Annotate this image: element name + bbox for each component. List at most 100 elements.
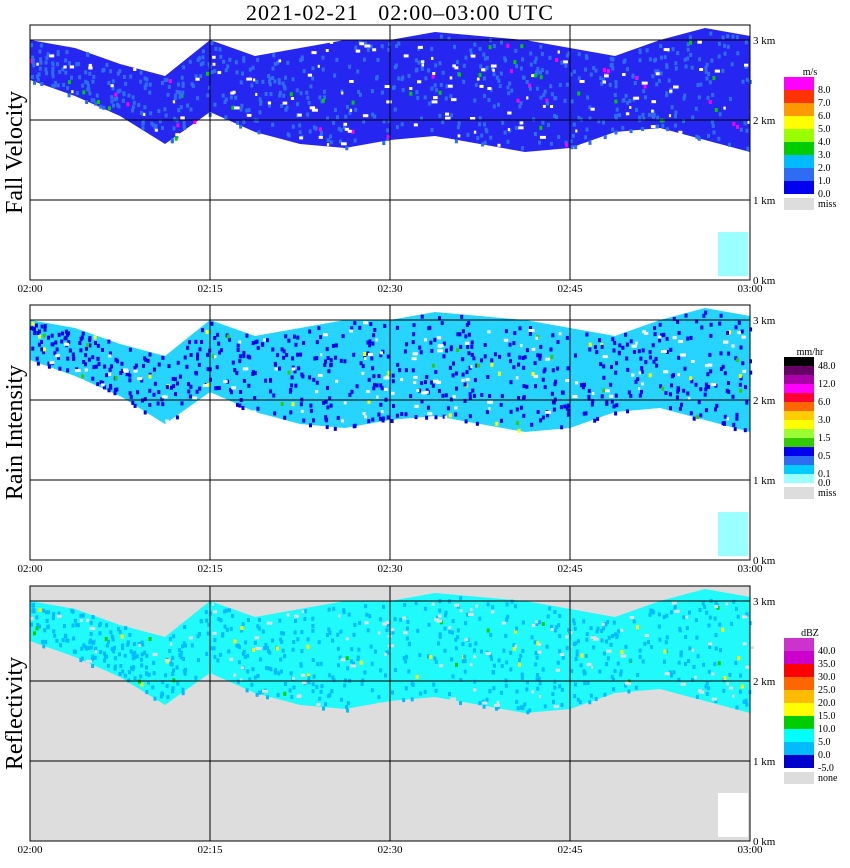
- echo-gap: [568, 603, 575, 607]
- echo-cell: [172, 384, 176, 389]
- echo-cell: [315, 380, 319, 385]
- echo-cell: [734, 606, 738, 611]
- echo-cell: [67, 93, 71, 98]
- echo-cell: [467, 351, 471, 356]
- echo-gap: [572, 395, 578, 398]
- echo-gap: [490, 64, 497, 68]
- echo-cell: [677, 355, 681, 360]
- echo-cell: [573, 626, 577, 631]
- echo-gap: [496, 701, 500, 705]
- echo-cell: [482, 76, 486, 81]
- legend-label: 7.0: [818, 98, 831, 109]
- legend-unit: dBZ: [801, 628, 819, 639]
- echo-cell: [55, 347, 59, 352]
- echo-cell: [90, 657, 94, 662]
- echo-cell: [464, 55, 468, 60]
- echo-cell: [41, 639, 45, 644]
- echo-cell: [558, 684, 562, 689]
- echo-cell: [278, 90, 282, 95]
- echo-cell: [313, 356, 317, 361]
- echo-cell: [61, 67, 65, 72]
- echo-cell: [509, 359, 512, 364]
- echo-cell: [730, 62, 734, 67]
- echo-cell: [618, 343, 622, 348]
- echo-cell: [709, 31, 713, 36]
- echo-cell: [708, 615, 712, 620]
- echo-cell: [444, 393, 448, 398]
- echo-cell: [346, 666, 350, 671]
- echo-cell: [599, 76, 603, 81]
- echo-cell: [308, 329, 312, 334]
- echo-cell: [538, 356, 542, 361]
- echo-cell: [442, 341, 446, 346]
- echo-cell: [30, 75, 34, 79]
- echo-cell: [137, 103, 141, 108]
- echo-gap: [57, 137, 61, 140]
- echo-cell: [261, 79, 265, 84]
- echo-cell: [90, 98, 94, 103]
- echo-cell: [612, 687, 616, 692]
- echo-cell: [385, 628, 389, 633]
- echo-cell: [699, 387, 703, 392]
- echo-cell: [38, 66, 42, 71]
- echo-gap: [633, 417, 638, 421]
- echo-cell: [152, 660, 156, 665]
- echo-cell: [404, 686, 408, 691]
- echo-cell: [688, 646, 692, 651]
- echo-cell: [628, 658, 632, 663]
- y-tick-label: 3 km: [753, 596, 776, 608]
- echo-cell: [641, 659, 645, 664]
- echo-cell: [529, 62, 533, 67]
- echo-cell: [213, 336, 217, 340]
- echo-gap: [403, 54, 409, 58]
- echo-cell: [196, 57, 200, 62]
- echo-cell: [38, 329, 41, 334]
- echo-cell: [43, 327, 47, 332]
- echo-gap: [239, 678, 243, 682]
- echo-cell: [75, 623, 79, 627]
- echo-cell: [600, 81, 604, 86]
- echo-gap: [416, 389, 420, 392]
- echo-cell: [669, 347, 673, 352]
- echo-cell: [707, 72, 711, 76]
- echo-cell: [581, 385, 585, 390]
- echo-cell: [644, 360, 648, 365]
- echo-cell: [315, 356, 319, 361]
- echo-cell: [119, 371, 123, 375]
- echo-gap: [535, 620, 538, 624]
- echo-cell: [79, 613, 83, 618]
- echo-cell: [347, 612, 351, 617]
- legend-swatch: [784, 438, 814, 447]
- echo-cell: [661, 386, 665, 391]
- echo-cell: [218, 47, 222, 52]
- echo-gap: [98, 688, 102, 692]
- echo-cell: [281, 648, 285, 653]
- echo-gap: [169, 642, 173, 646]
- echo-cell: [113, 664, 117, 669]
- echo-cell: [475, 363, 479, 368]
- echo-cell: [117, 626, 121, 631]
- legend-label: 4.0: [818, 137, 831, 148]
- echo-cell: [104, 637, 108, 641]
- echo-gap: [297, 694, 302, 698]
- echo-cell: [390, 419, 394, 423]
- echo-cell: [318, 696, 322, 701]
- echo-cell: [353, 623, 357, 627]
- echo-cell: [35, 74, 39, 79]
- echo-gap: [412, 352, 418, 356]
- echo-cell: [331, 343, 335, 348]
- echo-cell: [370, 89, 374, 94]
- echo-cell: [723, 51, 727, 56]
- echo-cell: [719, 367, 723, 371]
- echo-cell: [690, 65, 694, 70]
- echo-cell: [493, 352, 497, 357]
- echo-cell: [461, 329, 465, 334]
- echo-cell: [199, 62, 203, 67]
- echo-cell: [143, 397, 147, 402]
- echo-cell: [325, 425, 329, 430]
- echo-gap: [379, 351, 384, 355]
- echo-gap: [602, 355, 608, 359]
- echo-cell: [525, 680, 529, 685]
- echo-cell: [140, 657, 143, 662]
- echo-cell: [712, 76, 716, 81]
